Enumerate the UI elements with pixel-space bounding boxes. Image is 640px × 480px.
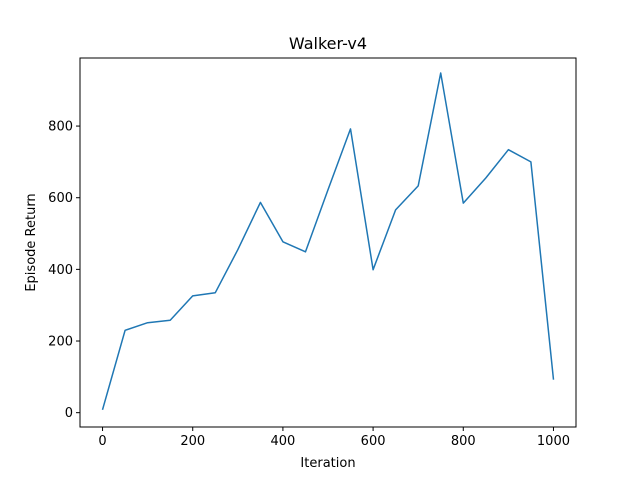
y-tick-label: 400	[48, 263, 73, 278]
chart-title: Walker-v4	[289, 34, 367, 53]
y-tick-label: 800	[48, 120, 73, 135]
x-tick-label: 1000	[537, 434, 570, 449]
x-tick-label: 800	[451, 434, 476, 449]
series-layer	[101, 72, 555, 411]
y-axis-ticks: 0 200 400 600 800	[48, 120, 80, 421]
x-tick-label: 600	[361, 434, 386, 449]
x-axis-ticks: 0 200 400 600 800 1000	[98, 427, 570, 449]
y-tick-label: 0	[65, 406, 73, 421]
x-tick-label: 200	[180, 434, 205, 449]
x-axis-label: Iteration	[300, 456, 355, 471]
x-tick-label: 400	[270, 434, 295, 449]
y-axis-label: Episode Return	[24, 193, 39, 291]
series-line	[101, 72, 555, 411]
x-tick-label: 0	[98, 434, 106, 449]
y-tick-label: 600	[48, 191, 73, 206]
plot-area	[79, 57, 577, 428]
y-tick-label: 200	[48, 335, 73, 350]
